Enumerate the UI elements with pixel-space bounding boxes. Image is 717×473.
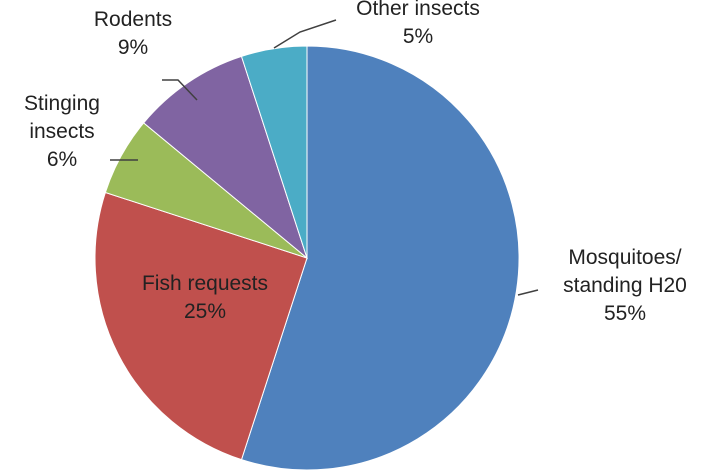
pie-slices	[94, 45, 520, 471]
leader-line-3	[162, 79, 198, 101]
slice-label-4: Other insects 5%	[356, 0, 480, 48]
slice-value-label: 5%	[403, 25, 433, 48]
slice-name-label: Stinging	[24, 92, 100, 115]
slice-name-label: insects	[29, 120, 94, 143]
slice-label-0: Mosquitoes/standing H20 55%	[563, 246, 687, 325]
slice-labels: Mosquitoes/standing H20 55% Fish requests 2…	[24, 0, 687, 325]
leader-line-0	[517, 289, 539, 296]
slice-label-1: Fish requests 25%	[142, 272, 268, 323]
leader-line-4	[273, 19, 337, 49]
slice-value-label: 6%	[47, 148, 77, 171]
slice-value-label: 55%	[604, 302, 646, 325]
pie-slice-fish-requests	[94, 191, 308, 461]
slice-label-2: Stinging insects 6%	[24, 92, 100, 171]
slice-name-label: standing H20	[563, 274, 687, 297]
slice-label-3: Rodents 9%	[94, 8, 172, 59]
slice-name-label: Rodents	[94, 8, 172, 31]
slice-name-label: Mosquitoes/	[568, 246, 681, 269]
pie-slice-mosquitoes-standing-h20	[240, 45, 520, 471]
slice-name-label: Other insects	[356, 0, 480, 20]
slice-name-label: Fish requests	[142, 272, 268, 295]
slice-value-label: 25%	[184, 300, 226, 323]
leader-lines	[110, 19, 539, 296]
pie-slice-rodents	[142, 55, 309, 260]
pie-slice-other-insects	[240, 45, 308, 259]
slice-value-label: 9%	[118, 36, 148, 59]
